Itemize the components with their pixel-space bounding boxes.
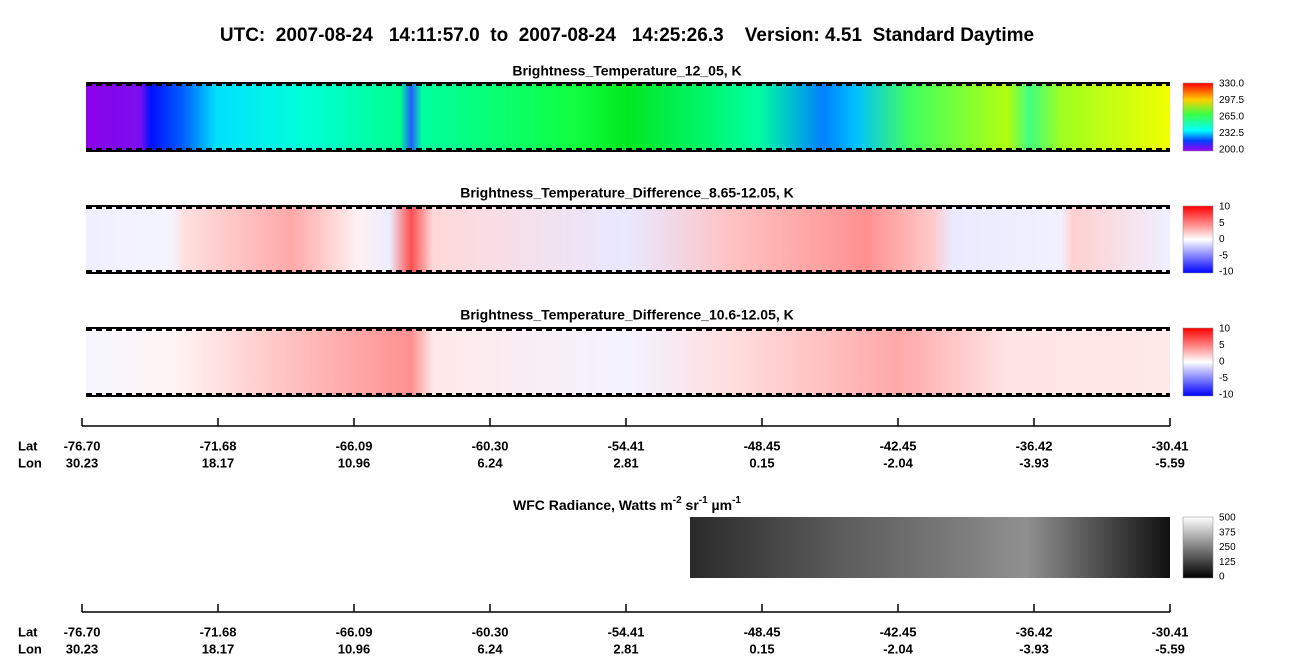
colorbar-tick-label: 0 — [1219, 572, 1225, 583]
colorbar-tick-label: 250 — [1219, 542, 1236, 553]
lat-label: -30.41 — [1152, 624, 1189, 639]
colorbar — [1182, 205, 1214, 274]
colorbar-tick-label: -5 — [1219, 373, 1228, 384]
lon-label: 30.23 — [66, 455, 99, 470]
axis-row-label: Lon — [18, 641, 42, 656]
colorbar-tick-label: 5 — [1219, 218, 1225, 229]
lon-label: -2.04 — [883, 641, 913, 656]
lon-label: 6.24 — [477, 641, 503, 656]
colorbar-tick-label: 265.0 — [1219, 112, 1244, 123]
lat-label: -76.70 — [64, 438, 101, 453]
title-part: WFC Radiance, Watts m — [513, 497, 673, 513]
lon-label: -5.59 — [1155, 641, 1185, 656]
colorbar-tick-label: 200.0 — [1219, 145, 1244, 156]
image-strip — [86, 328, 1170, 396]
lon-label: 18.17 — [202, 641, 235, 656]
lon-label: 6.24 — [477, 455, 503, 470]
lat-label: -42.45 — [880, 438, 917, 453]
lon-label: 2.81 — [613, 455, 638, 470]
colorbar-tick-label: -5 — [1219, 250, 1228, 261]
lat-label: -48.45 — [744, 624, 781, 639]
colorbar-tick-label: 297.5 — [1219, 95, 1244, 106]
colorbar-tick-label: 0 — [1219, 357, 1225, 368]
colorbar-tick-label: -10 — [1219, 267, 1234, 278]
colorbar — [1182, 516, 1214, 579]
axis-row-label: Lat — [18, 624, 38, 639]
axis-row-label: Lon — [18, 455, 42, 470]
colorbar-tick-label: 10 — [1219, 324, 1231, 335]
superscript: -1 — [699, 495, 708, 506]
colorbar-tick-label: 5 — [1219, 340, 1225, 351]
lon-label: -2.04 — [883, 455, 913, 470]
lon-label: 0.15 — [749, 641, 774, 656]
page-title: UTC: 2007-08-24 14:11:57.0 to 2007-08-24… — [220, 25, 1034, 46]
lat-label: -48.45 — [744, 438, 781, 453]
lat-label: -30.41 — [1152, 438, 1189, 453]
panel-title: Brightness_Temperature_12_05, K — [512, 63, 741, 79]
colorbar-tick-label: 330.0 — [1219, 79, 1244, 90]
lat-label: -36.42 — [1016, 624, 1053, 639]
lat-label: -60.30 — [472, 624, 509, 639]
image-strip — [86, 83, 1170, 151]
lat-label: -71.68 — [200, 624, 237, 639]
title-part: sr — [682, 497, 700, 513]
image-strip — [690, 517, 1170, 578]
colorbar — [1182, 327, 1214, 397]
lat-label: -54.41 — [608, 438, 645, 453]
lat-label: -36.42 — [1016, 438, 1053, 453]
colorbar-tick-label: 125 — [1219, 557, 1236, 568]
colorbar-tick-label: 10 — [1219, 202, 1231, 213]
lon-label: -5.59 — [1155, 455, 1185, 470]
lon-label: -3.93 — [1019, 641, 1049, 656]
lon-label: 10.96 — [338, 455, 371, 470]
lat-label: -54.41 — [608, 624, 645, 639]
colorbar-tick-label: -10 — [1219, 390, 1234, 401]
superscript: -1 — [732, 495, 741, 506]
lat-label: -71.68 — [200, 438, 237, 453]
lat-label: -42.45 — [880, 624, 917, 639]
lat-label: -76.70 — [64, 624, 101, 639]
colorbar-tick-label: 375 — [1219, 527, 1236, 538]
lon-label: 30.23 — [66, 641, 99, 656]
lon-label: 2.81 — [613, 641, 638, 656]
panel-title: WFC Radiance, Watts m-2 sr-1 µm-1 — [513, 495, 741, 513]
lon-label: 0.15 — [749, 455, 774, 470]
panel-title: Brightness_Temperature_Difference_8.65-1… — [460, 185, 794, 201]
colorbar-tick-label: 0 — [1219, 234, 1225, 245]
lon-label: -3.93 — [1019, 455, 1049, 470]
colorbar-tick-label: 500 — [1219, 513, 1236, 524]
lon-label: 18.17 — [202, 455, 235, 470]
lat-label: -60.30 — [472, 438, 509, 453]
colorbar — [1182, 82, 1214, 152]
image-strip — [86, 206, 1170, 273]
lon-label: 10.96 — [338, 641, 371, 656]
superscript: -2 — [673, 495, 682, 506]
lat-label: -66.09 — [336, 624, 373, 639]
axis-row-label: Lat — [18, 438, 38, 453]
panel-title: Brightness_Temperature_Difference_10.6-1… — [460, 307, 794, 323]
colorbar-tick-label: 232.5 — [1219, 128, 1244, 139]
lat-label: -66.09 — [336, 438, 373, 453]
title-part: µm — [708, 497, 732, 513]
